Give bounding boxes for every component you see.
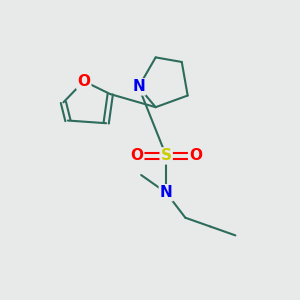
Text: N: N: [132, 80, 145, 94]
Text: N: N: [160, 185, 172, 200]
Text: S: S: [161, 148, 172, 164]
Text: O: O: [130, 148, 143, 164]
Text: O: O: [189, 148, 202, 164]
Text: O: O: [77, 74, 90, 89]
